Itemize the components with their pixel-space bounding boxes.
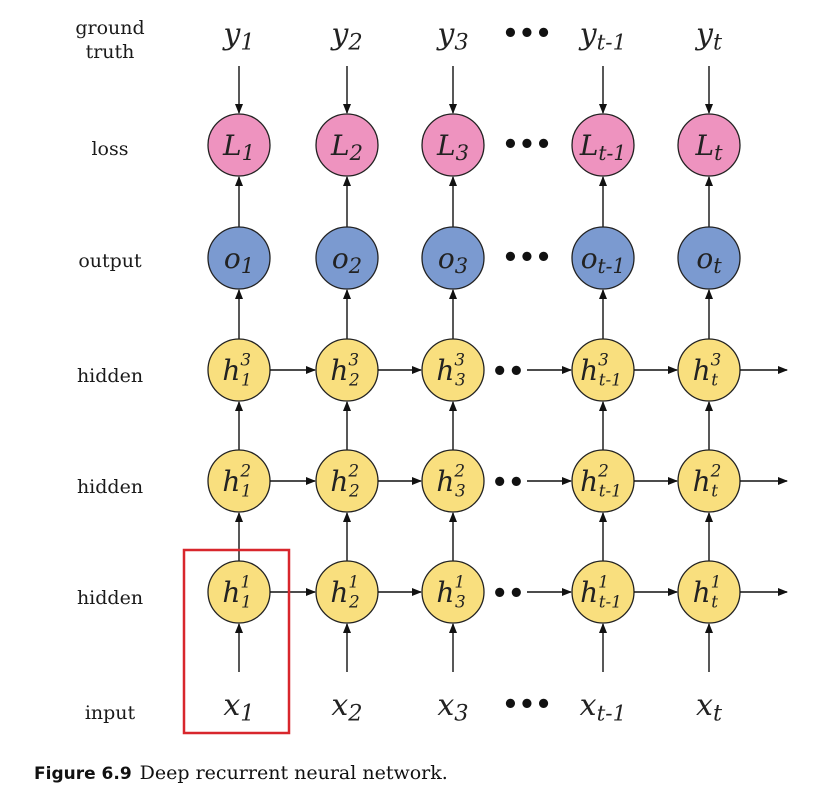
row-label-output: output [78,250,142,272]
input-label-1: x1 [223,688,254,727]
output-label-3: o3 [438,242,468,278]
hidden-label-1-t-1: h1 t-1 [580,571,622,611]
loss-label-1: L1 [222,129,255,165]
figure-caption: Figure 6.9 Deep recurrent neural network. [34,762,448,784]
input-label-t-1: xt-1 [580,688,627,726]
hidden-label-1-1: h1 1 [222,571,251,611]
ellipsis-ground-truth: ••• [502,19,552,49]
hidden-label-3-3: h3 3 [436,349,465,389]
ellipsis-loss: ••• [502,130,552,160]
loss-label-3: L3 [436,129,469,165]
figure-caption-text: Deep recurrent neural network. [139,762,448,784]
loss-label-t: Lt [694,129,723,165]
hidden-label-2-t-1: h2 t-1 [580,460,622,500]
hidden-label-3-2: h3 2 [330,349,359,389]
hidden-label-1-t: h1 t [693,571,722,611]
row-label-hidden-3: hidden [77,365,143,387]
row-label-ground: ground [75,17,144,39]
loss-label-t-1: Lt-1 [579,129,626,165]
input-label-t: xt [696,688,723,727]
ellipsis-input: ••• [502,690,552,720]
network-graph: y1 L1 o1 h3 1 h2 1 h1 1 x1 y2 L2 o2 h3 2 h2 2 h1 2 x2 y3 L3 o3… [207,17,788,727]
hidden-ellipsis-1: •• [491,579,524,609]
row-label-loss: loss [91,138,128,160]
deep-rnn-diagram: ground truth loss output hidden hidden h… [75,17,788,735]
ground-truth-label-3: y3 [435,17,468,56]
hidden-label-3-1: h3 1 [222,349,251,389]
hidden-ellipsis-3: •• [491,357,524,387]
input-label-3: x3 [437,688,468,727]
ground-truth-label-t: yt [694,17,723,56]
ground-truth-label-t-1: yt-1 [578,17,627,55]
row-label-truth: truth [86,41,135,63]
row-label-hidden-2: hidden [77,476,143,498]
hidden-label-1-2: h1 2 [330,571,359,611]
row-label-input: input [85,702,136,724]
figure-number: Figure 6.9 [34,764,132,784]
input-label-2: x2 [331,688,362,727]
hidden-label-2-2: h2 2 [330,460,359,500]
hidden-label-3-t-1: h3 t-1 [580,349,622,389]
output-label-t: ot [696,242,722,278]
output-label-2: o2 [332,242,362,278]
ellipsis-output: ••• [502,243,552,273]
hidden-label-3-t: h3 t [693,349,722,389]
output-label-t-1: ot-1 [581,242,626,278]
highlight-box [182,548,291,735]
hidden-label-1-3: h1 3 [436,571,465,611]
ground-truth-label-1: y1 [221,17,254,56]
ground-truth-label-2: y2 [329,17,362,56]
hidden-ellipsis-2: •• [491,468,524,498]
hidden-label-2-t: h2 t [693,460,722,500]
hidden-label-2-3: h2 3 [436,460,465,500]
row-label-hidden-1: hidden [77,587,143,609]
hidden-label-2-1: h2 1 [222,460,251,500]
output-label-1: o1 [224,242,254,278]
loss-label-2: L2 [330,129,363,165]
